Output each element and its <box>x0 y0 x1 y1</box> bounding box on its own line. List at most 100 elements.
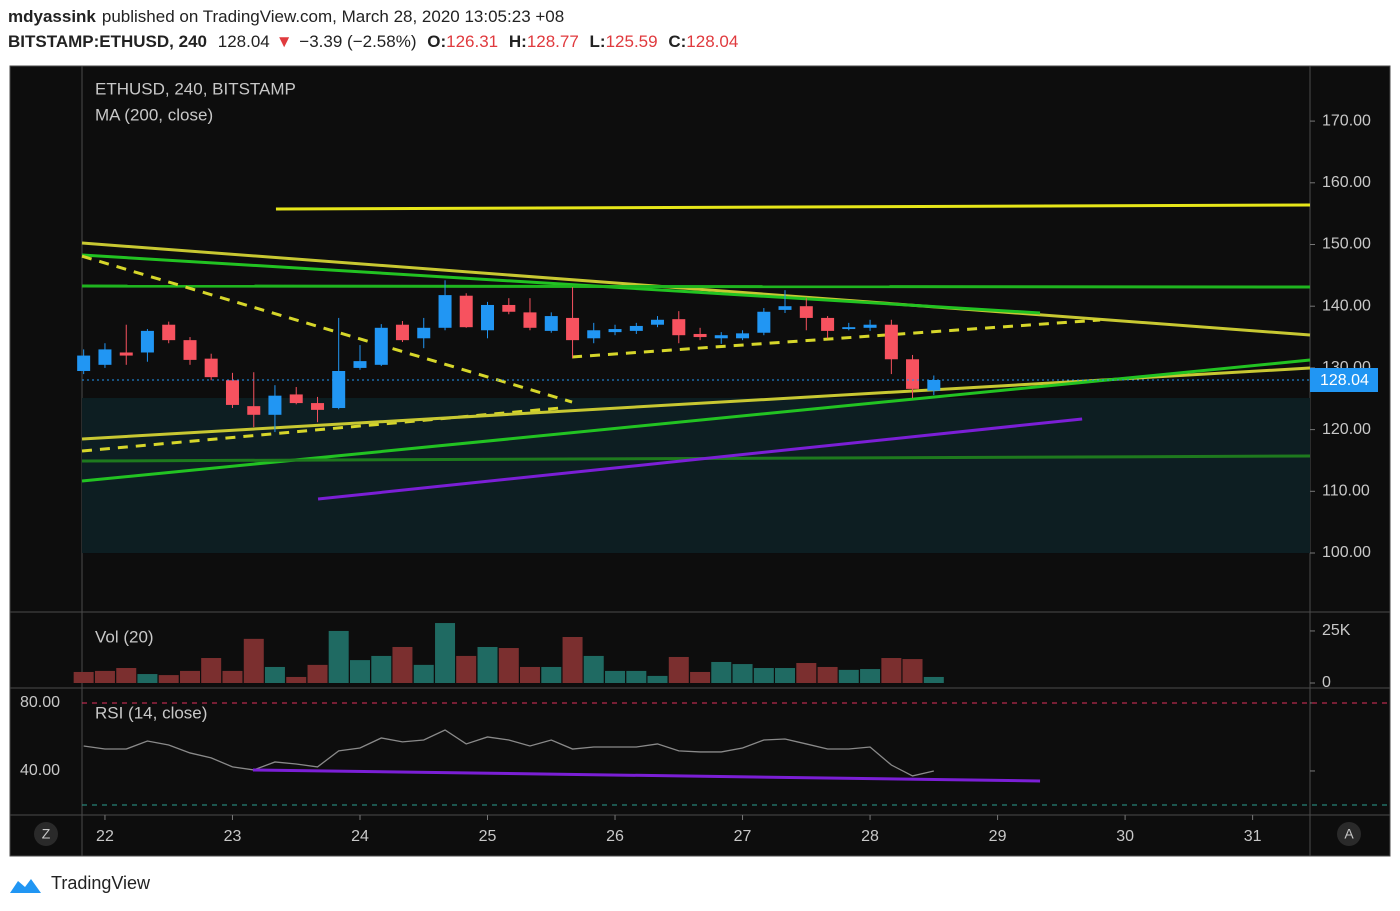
x-tick-label: 28 <box>861 828 879 845</box>
candle-body <box>459 295 473 328</box>
last-price: 128.04 <box>217 32 270 51</box>
volume-bar <box>264 666 285 684</box>
trend-line <box>81 241 1311 337</box>
ohlc-label: O: <box>427 32 447 51</box>
logo <box>10 879 41 893</box>
ohlc-value: 125.59 <box>605 32 658 51</box>
pane-title: RSI (14, close) <box>95 703 207 722</box>
volume-bar <box>307 664 328 684</box>
candle-body <box>268 395 282 415</box>
candle-body <box>247 406 261 415</box>
candle-body <box>395 324 409 341</box>
y-tick-label: 150.00 <box>1322 236 1371 253</box>
pane-subtitle: MA (200, close) <box>95 105 213 124</box>
published: published on TradingView.com, March 28, … <box>101 7 565 26</box>
last-price-label: 128.04 <box>1320 372 1369 389</box>
plot-layer: 100.00110.00120.00130.00140.00150.00160.… <box>20 112 1390 845</box>
volume-bar <box>116 668 137 684</box>
pane-title: ETHUSD, 240, BITSTAMP <box>95 79 296 98</box>
symbol: BITSTAMP:ETHUSD, 240 <box>8 32 207 51</box>
candle-body <box>77 355 91 371</box>
volume-bar <box>73 671 94 684</box>
volume-bar <box>286 676 307 684</box>
candle-body <box>821 317 835 331</box>
volume-bar <box>498 648 519 684</box>
candle-body <box>927 380 941 391</box>
ohlc-value: 128.04 <box>686 32 739 51</box>
scale-button[interactable] <box>1337 822 1361 846</box>
y-tick-label: 25K <box>1322 622 1351 639</box>
candle-body <box>98 349 112 365</box>
y-tick-label: 100.00 <box>1322 544 1371 561</box>
volume-bar <box>902 659 923 684</box>
change: −3.39 (−2.58%) <box>299 32 417 51</box>
candle-body <box>204 358 218 378</box>
volume-bar <box>201 658 222 684</box>
volume-bar <box>349 660 370 684</box>
y-tick-label: 80.00 <box>20 694 60 711</box>
candle-body <box>353 361 367 368</box>
volume-bar <box>923 676 944 684</box>
ohlc-value: 128.77 <box>526 32 579 51</box>
x-tick-label: 22 <box>96 828 114 845</box>
ohlc-value: 126.31 <box>446 32 499 51</box>
volume-bar <box>626 670 647 684</box>
x-tick-label: 31 <box>1244 828 1262 845</box>
candle-body <box>119 352 133 356</box>
candle-body <box>225 380 239 405</box>
volume-bar <box>838 669 859 684</box>
candle-body <box>566 317 580 341</box>
candle-body <box>289 394 303 404</box>
x-tick-label: 27 <box>734 828 752 845</box>
volume-bar <box>881 658 902 684</box>
scale-button[interactable] <box>34 822 58 846</box>
pane-title: Vol (20) <box>95 627 154 646</box>
ohlc-label: H: <box>508 32 527 51</box>
trend-line <box>571 318 1101 359</box>
candle-body <box>332 370 346 409</box>
volume-bar <box>817 666 838 684</box>
brand: TradingView <box>51 873 151 893</box>
candle-body <box>374 327 388 365</box>
y-tick-label: 110.00 <box>1322 483 1370 500</box>
candle-body <box>162 324 176 341</box>
candle-body <box>481 304 495 331</box>
trend-line <box>275 203 1311 211</box>
volume-bar <box>222 670 243 684</box>
volume-bar <box>711 661 732 684</box>
candle-body <box>906 359 920 389</box>
rsi-line <box>83 729 934 777</box>
scale-button-label[interactable]: Z <box>42 826 51 842</box>
y-tick-label: 0 <box>1322 674 1331 691</box>
ohlc-label: C: <box>668 32 687 51</box>
candle-body <box>140 330 154 353</box>
candle-body <box>884 324 898 360</box>
trend-line <box>81 253 1041 315</box>
volume-bar <box>690 671 711 684</box>
volume-bar <box>180 670 201 684</box>
volume-bar <box>328 630 349 684</box>
candle-body <box>544 316 558 331</box>
candle-body <box>757 311 771 333</box>
volume-bar <box>753 668 774 684</box>
author: mdyassink <box>8 7 96 26</box>
candle-body <box>672 319 686 336</box>
volume-bar <box>392 646 413 684</box>
candle-body <box>523 312 537 328</box>
candle-body <box>311 403 325 410</box>
volume-bar <box>413 664 434 684</box>
candle-body <box>502 304 516 312</box>
volume-bar <box>456 655 477 684</box>
candle-body <box>608 329 622 333</box>
volume-bar <box>647 675 668 684</box>
x-tick-label: 26 <box>606 828 624 845</box>
volume-bar <box>562 636 583 684</box>
trend-line <box>81 254 573 404</box>
candle-body <box>417 327 431 339</box>
candle-body <box>587 330 601 339</box>
header-line-2: BITSTAMP:ETHUSD, 240 128.04 ▼ −3.39 (−2.5… <box>8 32 744 52</box>
volume-bar <box>775 668 796 684</box>
scale-button-label[interactable]: A <box>1344 826 1354 842</box>
